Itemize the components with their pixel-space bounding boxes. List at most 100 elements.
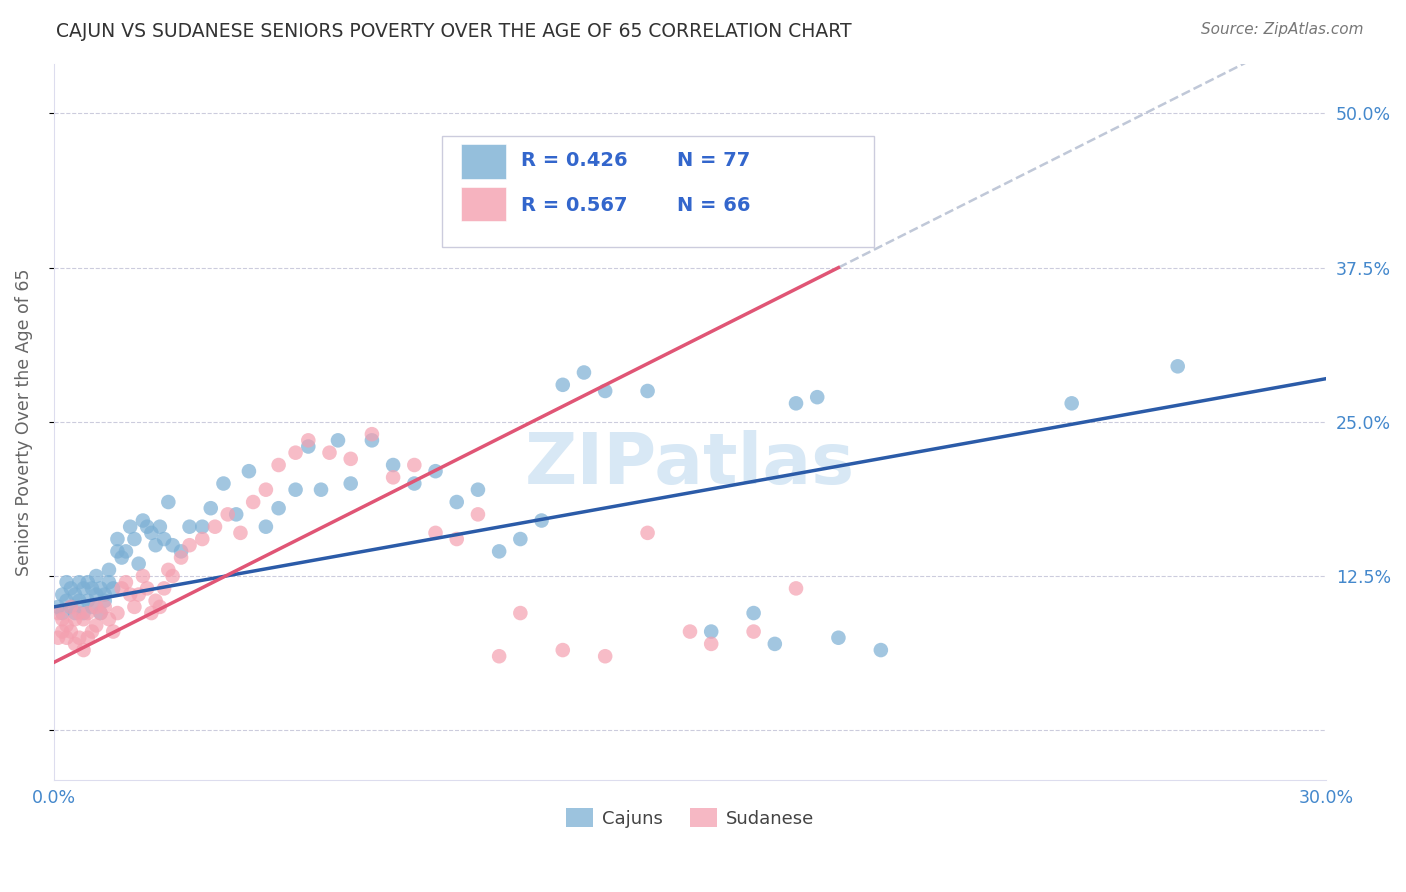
Point xyxy=(141,606,163,620)
Point xyxy=(1167,359,1189,374)
Point xyxy=(318,445,340,459)
Point xyxy=(89,606,111,620)
Bar xyxy=(461,187,506,221)
Point xyxy=(785,582,807,596)
Legend: Cajuns, Sudanese: Cajuns, Sudanese xyxy=(558,801,821,835)
Point xyxy=(80,599,103,614)
Point xyxy=(339,451,361,466)
Point xyxy=(212,476,235,491)
Point xyxy=(80,624,103,639)
Point xyxy=(51,588,73,602)
Point xyxy=(637,384,659,398)
Point xyxy=(1060,396,1083,410)
Point xyxy=(254,483,277,497)
Point xyxy=(238,464,260,478)
Point xyxy=(51,606,73,620)
Point xyxy=(132,569,155,583)
Point xyxy=(89,606,111,620)
Text: Source: ZipAtlas.com: Source: ZipAtlas.com xyxy=(1201,22,1364,37)
Point xyxy=(55,593,77,607)
Point xyxy=(59,624,82,639)
Point xyxy=(488,649,510,664)
Point xyxy=(107,606,129,620)
Point xyxy=(361,434,384,448)
Point xyxy=(120,588,142,602)
Text: R = 0.567: R = 0.567 xyxy=(520,196,627,215)
Point xyxy=(217,508,239,522)
Point xyxy=(115,575,138,590)
Point xyxy=(162,569,184,583)
Point xyxy=(229,525,252,540)
Point xyxy=(76,593,98,607)
Text: CAJUN VS SUDANESE SENIORS POVERTY OVER THE AGE OF 65 CORRELATION CHART: CAJUN VS SUDANESE SENIORS POVERTY OVER T… xyxy=(56,22,852,41)
Point xyxy=(382,458,405,472)
Point xyxy=(72,582,94,596)
Text: R = 0.426: R = 0.426 xyxy=(520,151,627,170)
Point xyxy=(149,599,172,614)
Point xyxy=(89,582,111,596)
Point xyxy=(55,618,77,632)
Point xyxy=(509,532,531,546)
Point xyxy=(361,427,384,442)
Point xyxy=(59,582,82,596)
Point xyxy=(46,631,69,645)
Point xyxy=(149,519,172,533)
Point xyxy=(63,612,86,626)
Point xyxy=(84,599,107,614)
Point xyxy=(509,606,531,620)
Point xyxy=(124,532,146,546)
Point xyxy=(107,532,129,546)
Point xyxy=(284,483,307,497)
Point xyxy=(55,575,77,590)
Point xyxy=(297,434,319,448)
Point xyxy=(128,588,150,602)
Text: N = 66: N = 66 xyxy=(678,196,751,215)
Point xyxy=(572,366,595,380)
Point xyxy=(67,606,90,620)
Point xyxy=(132,514,155,528)
Point xyxy=(179,538,201,552)
Point xyxy=(404,458,426,472)
Point xyxy=(107,544,129,558)
Point xyxy=(63,637,86,651)
Point xyxy=(51,624,73,639)
Point xyxy=(153,582,176,596)
Point xyxy=(80,582,103,596)
Point xyxy=(84,618,107,632)
Point xyxy=(67,593,90,607)
Point xyxy=(157,563,180,577)
Text: ZIPatlas: ZIPatlas xyxy=(524,430,855,500)
Point xyxy=(827,631,849,645)
Point xyxy=(446,495,468,509)
Point xyxy=(700,637,723,651)
Point xyxy=(84,588,107,602)
Point xyxy=(111,550,134,565)
Point xyxy=(72,643,94,657)
Point xyxy=(145,538,167,552)
Point xyxy=(267,501,290,516)
Point xyxy=(446,532,468,546)
Point xyxy=(593,649,616,664)
Point xyxy=(637,525,659,540)
Point xyxy=(170,550,193,565)
Point xyxy=(806,390,828,404)
Point xyxy=(59,599,82,614)
Point xyxy=(98,575,121,590)
Point xyxy=(284,445,307,459)
Point xyxy=(145,593,167,607)
Point xyxy=(225,508,247,522)
Point xyxy=(467,508,489,522)
Point xyxy=(67,631,90,645)
Point xyxy=(267,458,290,472)
Point xyxy=(63,588,86,602)
Point xyxy=(72,606,94,620)
Point xyxy=(124,599,146,614)
Point xyxy=(326,434,349,448)
Point xyxy=(55,631,77,645)
Point xyxy=(339,476,361,491)
Point xyxy=(869,643,891,657)
Point xyxy=(76,631,98,645)
FancyBboxPatch shape xyxy=(441,136,875,246)
Point xyxy=(179,519,201,533)
Point xyxy=(297,440,319,454)
